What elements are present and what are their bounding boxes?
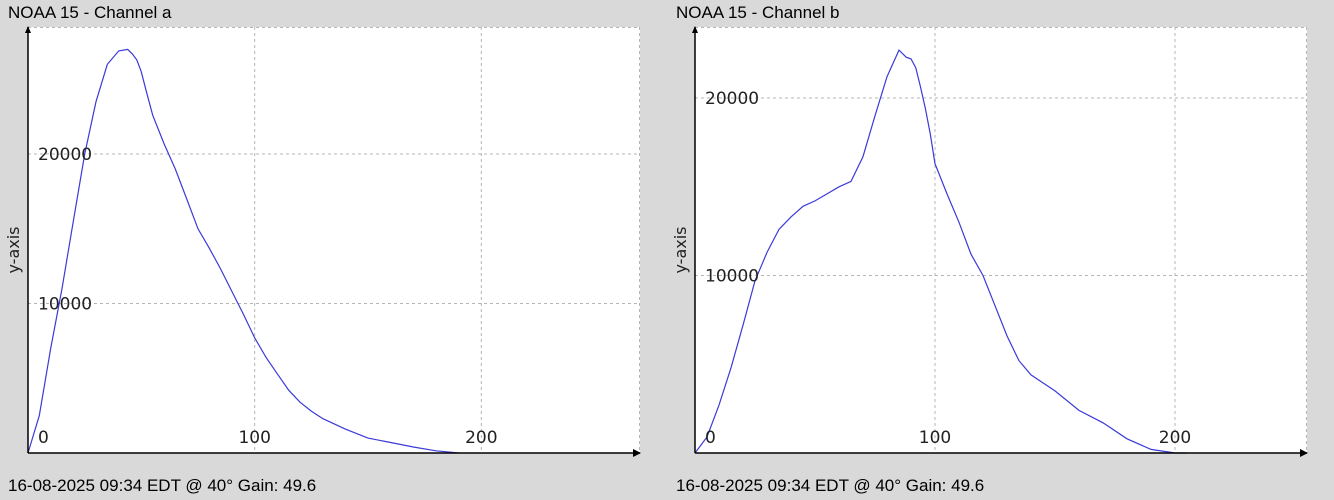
chart-b-footer: 16-08-2025 09:34 EDT @ 40° Gain: 49.6: [676, 476, 985, 495]
chart-b-xtick-label: 200: [1159, 428, 1191, 448]
chart-a: 0 100 200 10000 20000 y-axis: [4, 26, 641, 457]
chart-b-x-arrow-icon: [1300, 449, 1308, 457]
chart-a-ytick-label: 10000: [38, 295, 92, 315]
chart-a-y-axis-title: y-axis: [4, 226, 23, 273]
chart-a-xtick-label: 100: [238, 428, 270, 448]
chart-a-plot-area: [28, 27, 640, 453]
chart-a-footer: 16-08-2025 09:34 EDT @ 40° Gain: 49.6: [8, 476, 317, 495]
chart-b-ytick-label: 20000: [705, 89, 759, 109]
chart-a-y-arrow-icon: [25, 26, 31, 33]
chart-a-title: NOAA 15 - Channel a: [8, 3, 172, 22]
chart-b-xtick-label: 0: [705, 428, 716, 448]
chart-b-ytick-label: 10000: [705, 267, 759, 287]
chart-b-y-arrow-icon: [692, 26, 698, 33]
chart-a-xtick-label: 0: [38, 428, 49, 448]
chart-b-y-axis-title: y-axis: [671, 226, 690, 273]
chart-a-ytick-label: 20000: [38, 145, 92, 165]
chart-b-plot-area: [695, 27, 1307, 453]
chart-a-series-0: [27, 48, 459, 454]
chart-b: 0 100 200 10000 20000 y-axis: [671, 26, 1308, 457]
chart-b-xtick-label: 100: [919, 428, 951, 448]
chart-a-xtick-label: 200: [465, 428, 497, 448]
chart-b-series-0: [694, 49, 1187, 454]
chart-b-title: NOAA 15 - Channel b: [676, 3, 840, 22]
chart-a-x-arrow-icon: [633, 449, 641, 457]
